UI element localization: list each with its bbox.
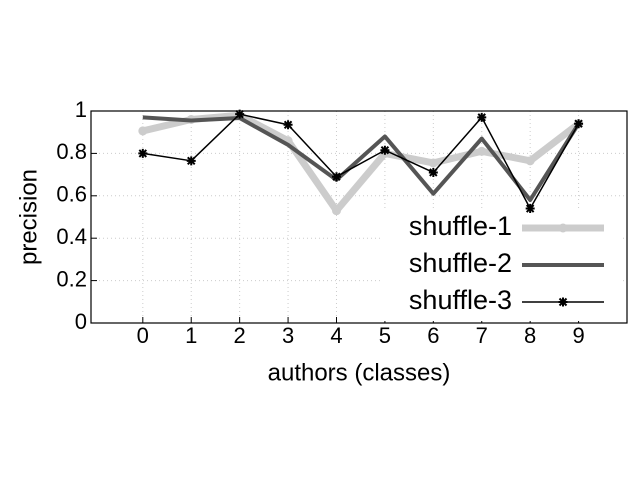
marker [331,172,341,182]
marker [558,223,568,233]
x-tick-label: 6 [427,323,439,348]
y-tick-label: 0.2 [56,266,87,291]
y-axis-label: precision [15,169,42,265]
x-tick-label: 2 [234,323,246,348]
y-tick-label: 0.4 [56,224,87,249]
marker [428,167,438,177]
legend-label: shuffle-3 [409,285,512,315]
marker [138,148,148,158]
y-tick-label: 0.8 [56,139,87,164]
line [142,115,581,203]
plot-frame [90,110,628,324]
x-tick-label: 0 [137,323,149,348]
legend-label: shuffle-1 [409,211,512,241]
marker [525,156,535,166]
marker [428,158,438,168]
marker [477,146,487,156]
marker [138,126,148,136]
marker [283,120,293,130]
marker [380,145,390,155]
marker [525,204,535,214]
x-tick-label: 3 [282,323,294,348]
x-tick-label: 5 [379,323,391,348]
line [142,113,580,210]
marker [574,119,584,129]
y-tick-label: 0 [75,309,87,334]
x-tick-label: 4 [330,323,342,348]
marker [558,297,568,307]
marker [477,112,487,122]
marker [186,156,196,166]
x-tick-label: 7 [476,323,488,348]
marker [235,109,245,119]
x-tick-label: 1 [185,323,197,348]
x-tick-label: 9 [572,323,584,348]
x-axis-label: authors (classes) [268,359,451,386]
y-tick-label: 0.6 [56,182,87,207]
x-tick-label: 8 [524,323,536,348]
legend-label: shuffle-2 [409,248,512,278]
y-tick-label: 1 [75,97,87,122]
marker [331,206,341,216]
